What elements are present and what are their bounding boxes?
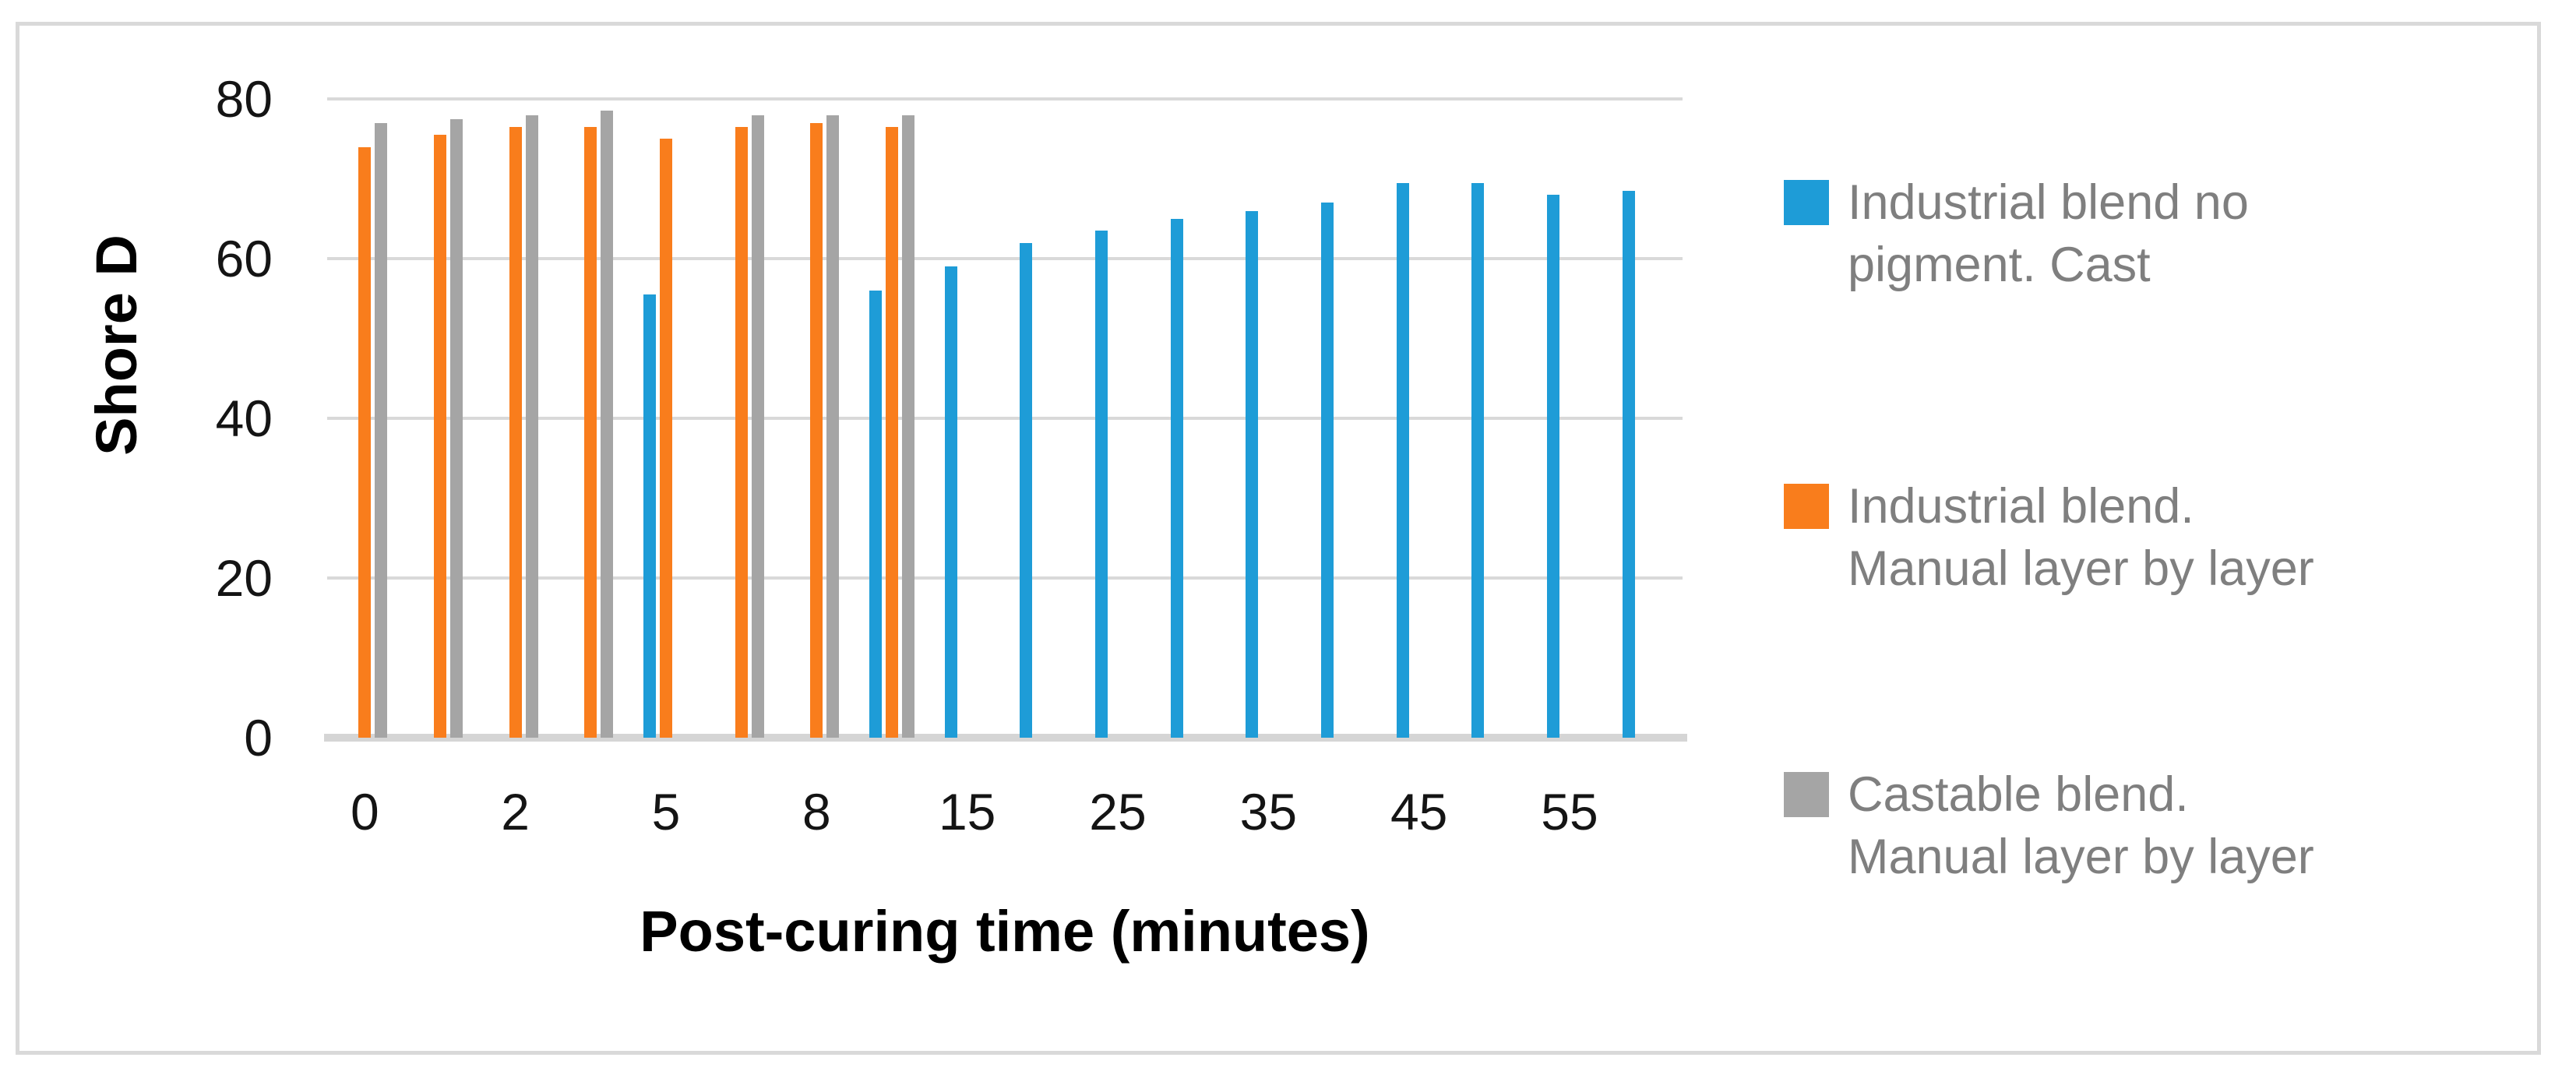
x-tick-label-2: 2 <box>501 783 530 841</box>
bar-castable-blend-manual-layer-by-layer-2min <box>525 115 538 738</box>
x-tick-label-25: 25 <box>1089 783 1147 841</box>
legend-item-castable-blend-manual-layer-by-layer: Castable blend. Manual layer by layer <box>1784 763 2555 896</box>
bar-industrial-blend-manual-layer-by-layer-1min <box>434 135 446 738</box>
x-tick-label-0: 0 <box>350 783 379 841</box>
gridline-y-80 <box>327 97 1683 100</box>
bar-industrial-blend-no-pigment-cast-5min <box>643 294 656 738</box>
legend-swatch-industrial-blend-no-pigment-cast <box>1784 180 1829 225</box>
bar-industrial-blend-no-pigment-cast-30min <box>1170 218 1183 738</box>
bar-industrial-blend-manual-layer-by-layer-10min <box>886 126 898 738</box>
bar-castable-blend-manual-layer-by-layer-3min <box>601 111 614 738</box>
bar-industrial-blend-no-pigment-cast-35min <box>1246 210 1259 738</box>
y-tick-label-40: 40 <box>215 389 273 447</box>
x-tick-label-8: 8 <box>802 783 831 841</box>
x-tick-label-5: 5 <box>651 783 681 841</box>
bar-industrial-blend-no-pigment-cast-10min <box>869 291 882 738</box>
x-tick-label-45: 45 <box>1390 783 1448 841</box>
bar-castable-blend-manual-layer-by-layer-0min <box>375 122 388 738</box>
legend-label-castable-blend-manual-layer-by-layer: Castable blend. Manual layer by layer <box>1848 767 2314 884</box>
x-tick-label-55: 55 <box>1541 783 1598 841</box>
y-tick-label-20: 20 <box>215 549 273 607</box>
x-axis-title: Post-curing time (minutes) <box>640 899 1370 964</box>
gridline-y-60 <box>327 257 1683 260</box>
legend-swatch-castable-blend-manual-layer-by-layer <box>1784 772 1829 817</box>
legend-label-industrial-blend-manual-layer-by-layer: Industrial blend. Manual layer by layer <box>1848 479 2314 596</box>
y-tick-label-0: 0 <box>244 709 273 767</box>
bar-industrial-blend-no-pigment-cast-20min <box>1020 242 1033 738</box>
bar-industrial-blend-no-pigment-cast-60min <box>1622 190 1635 738</box>
gridline-y-40 <box>327 417 1683 420</box>
bar-industrial-blend-no-pigment-cast-15min <box>944 266 957 738</box>
bar-castable-blend-manual-layer-by-layer-8min <box>826 115 840 738</box>
bar-castable-blend-manual-layer-by-layer-6min <box>751 115 764 738</box>
y-tick-label-80: 80 <box>215 70 273 128</box>
legend-item-industrial-blend-no-pigment-cast: Industrial blend no pigment. Cast <box>1784 171 2555 304</box>
x-tick-label-15: 15 <box>938 783 996 841</box>
bar-industrial-blend-manual-layer-by-layer-3min <box>584 126 597 738</box>
legend-swatch-industrial-blend-manual-layer-by-layer <box>1784 484 1829 529</box>
bar-industrial-blend-no-pigment-cast-55min <box>1547 195 1559 738</box>
bar-industrial-blend-no-pigment-cast-25min <box>1095 231 1108 738</box>
bar-industrial-blend-no-pigment-cast-45min <box>1396 182 1409 738</box>
bar-industrial-blend-manual-layer-by-layer-8min <box>810 122 823 738</box>
figure-border <box>16 22 2541 1055</box>
x-axis-line <box>324 734 1687 742</box>
legend-item-industrial-blend-manual-layer-by-layer: Industrial blend. Manual layer by layer <box>1784 475 2555 608</box>
bar-industrial-blend-manual-layer-by-layer-0min <box>358 146 372 738</box>
bar-castable-blend-manual-layer-by-layer-10min <box>902 115 914 738</box>
bar-industrial-blend-no-pigment-cast-40min <box>1321 203 1334 738</box>
gridline-y-20 <box>327 576 1683 580</box>
legend-label-industrial-blend-no-pigment-cast: Industrial blend no pigment. Cast <box>1848 175 2249 292</box>
bar-castable-blend-manual-layer-by-layer-1min <box>450 118 463 738</box>
x-tick-label-35: 35 <box>1239 783 1298 841</box>
y-tick-label-60: 60 <box>215 230 273 287</box>
bar-industrial-blend-manual-layer-by-layer-5min <box>660 139 672 738</box>
bar-industrial-blend-manual-layer-by-layer-6min <box>735 126 748 738</box>
bar-industrial-blend-manual-layer-by-layer-2min <box>509 126 522 738</box>
bar-industrial-blend-no-pigment-cast-50min <box>1471 182 1485 738</box>
